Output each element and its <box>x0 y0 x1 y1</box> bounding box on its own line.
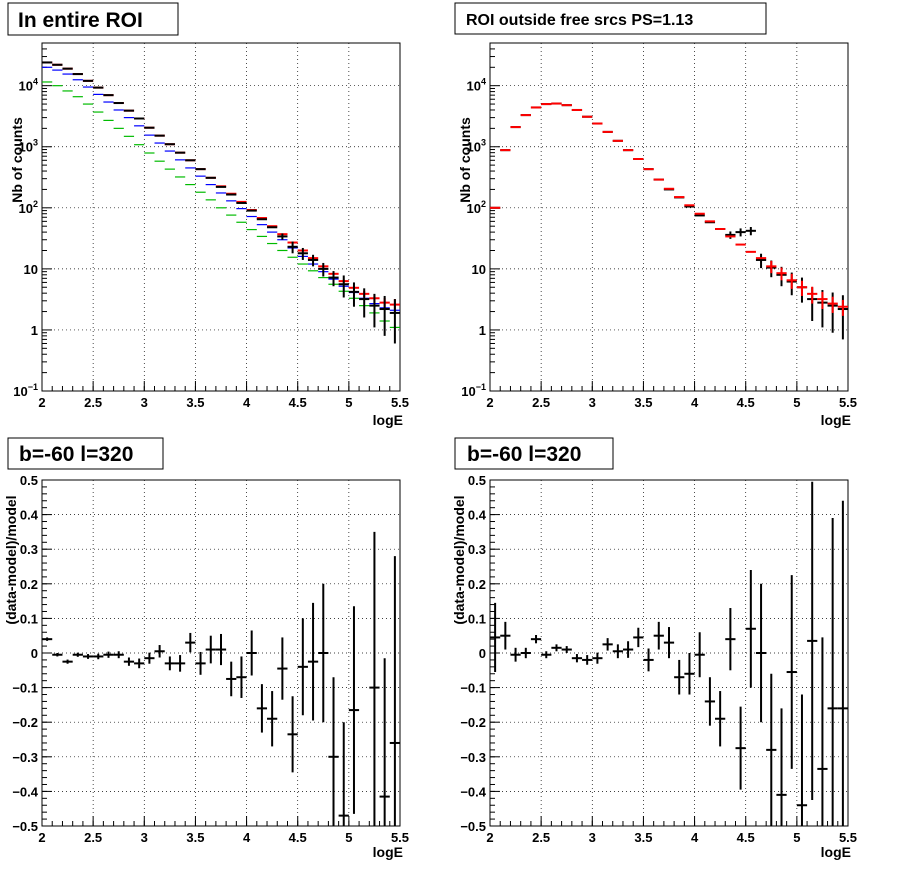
x-tick-label: 3.5 <box>186 395 204 410</box>
y-tick-label: 104 <box>467 77 486 94</box>
plot-area: 2 2.5 3 3.5 4 4.5 5 5.5 −0.5 −0.4 −0.3 −0.2 −0.1 0 0.1… <box>12 473 409 845</box>
x-tick-label: 4 <box>691 395 699 410</box>
y-tick-label: 1 <box>479 323 486 338</box>
y-tick-label: 0.4 <box>20 508 39 523</box>
y-tick-label: 10−1 <box>461 382 486 399</box>
x-tick-label: 3 <box>141 395 148 410</box>
x-axis-title: logE <box>373 844 403 860</box>
y-axis-title: Nb of counts <box>9 117 25 203</box>
panel-title: b=-60 l=320 <box>19 443 133 466</box>
y-tick-label: 0.5 <box>20 473 38 488</box>
x-tick-label: 2.5 <box>532 395 550 410</box>
y-tick-label: −0.1 <box>460 681 486 696</box>
x-tick-label: 5.5 <box>391 395 409 410</box>
title-box <box>7 2 179 36</box>
y-tick-label: −0.2 <box>12 715 38 730</box>
panel-title: ROI outside free srcs PS=1.13 <box>466 12 693 29</box>
y-tick-label: −0.5 <box>460 819 486 834</box>
y-tick-label: 0.3 <box>20 542 38 557</box>
x-axis-title: logE <box>821 844 851 860</box>
y-tick-label: 0.2 <box>20 577 38 592</box>
title-box <box>7 437 164 470</box>
x-tick-label: 4 <box>243 830 251 845</box>
x-tick-label: 3 <box>141 830 148 845</box>
x-tick-label: 2.5 <box>84 830 102 845</box>
x-axis-title: logE <box>821 412 851 428</box>
x-tick-label: 5 <box>345 395 352 410</box>
y-tick-label: 102 <box>19 199 38 216</box>
x-tick-label: 2 <box>486 830 493 845</box>
y-tick-label: 0.1 <box>468 611 486 626</box>
y-tick-label: 0.2 <box>468 577 486 592</box>
y-tick-label: 0.1 <box>20 611 38 626</box>
y-tick-label: 1 <box>31 323 38 338</box>
x-tick-label: 4.5 <box>289 830 307 845</box>
x-tick-label: 4 <box>691 830 699 845</box>
y-tick-label: 102 <box>467 199 486 216</box>
x-tick-label: 5 <box>793 830 800 845</box>
x-axis-title: logE <box>373 412 403 428</box>
data-series-3 <box>42 61 400 344</box>
x-tick-label: 2.5 <box>532 830 550 845</box>
x-tick-label: 5.5 <box>839 830 857 845</box>
panel-bottom-right: b=-60 l=320 2 2.5 3 3.5 4 4.5 5 5.5 −0.5 −0.4 −0.3… <box>451 437 857 860</box>
y-tick-label: −0.3 <box>12 750 38 765</box>
y-tick-label: −0.4 <box>460 784 486 799</box>
panel-top-right: ROI outside free srcs PS=1.13 2 2.5 3 3.5 4 4… <box>454 2 857 428</box>
y-axis-title: (data-model)/model <box>3 495 19 624</box>
y-axis-title: (data-model)/model <box>451 495 467 624</box>
x-tick-label: 4 <box>243 395 251 410</box>
y-tick-label: 0.3 <box>468 542 486 557</box>
panel-bottom-left: b=-60 l=320 2 2.5 3 3.5 4 4.5 5 5.5 −0.5 −0.4 −0.3… <box>3 437 409 860</box>
x-tick-label: 2 <box>38 830 45 845</box>
x-tick-label: 2.5 <box>84 395 102 410</box>
plot-area: 2 2.5 3 3.5 4 4.5 5 5.5 −0.5 −0.4 −0.3 −0.2 −0.1 0 0.1… <box>460 473 857 845</box>
x-tick-label: 3.5 <box>634 830 652 845</box>
data-series-0 <box>490 481 848 826</box>
x-tick-label: 4.5 <box>289 395 307 410</box>
x-tick-label: 5 <box>345 830 352 845</box>
x-tick-label: 2 <box>486 395 493 410</box>
x-tick-label: 5.5 <box>839 395 857 410</box>
y-tick-label: 10 <box>472 262 486 277</box>
y-tick-label: 0.5 <box>468 473 486 488</box>
y-tick-label: 103 <box>467 138 486 155</box>
title-box <box>454 2 767 35</box>
y-tick-label: 0 <box>31 646 38 661</box>
y-tick-label: −0.1 <box>12 681 38 696</box>
x-tick-label: 3 <box>589 830 596 845</box>
y-tick-label: −0.3 <box>460 750 486 765</box>
data-series-1 <box>490 102 848 316</box>
x-tick-label: 4.5 <box>737 830 755 845</box>
x-tick-label: 2 <box>38 395 45 410</box>
x-tick-label: 4.5 <box>737 395 755 410</box>
y-tick-label: −0.4 <box>12 784 38 799</box>
x-tick-label: 3 <box>589 395 596 410</box>
y-tick-label: 10−1 <box>13 382 38 399</box>
x-tick-label: 5.5 <box>391 830 409 845</box>
panel-title: In entire ROI <box>18 9 143 32</box>
y-tick-label: −0.5 <box>12 819 38 834</box>
plot-area: 2 2.5 3 3.5 4 4.5 5 5.5 10−1 1 10 102 103 104 <box>13 42 409 410</box>
panel-top-left: In entire ROI 2 2.5 3 3.5 4 4.5 5 5.5 10−1 1 10 102… <box>7 2 409 428</box>
y-tick-label: 10 <box>24 262 38 277</box>
data-series-2 <box>42 81 400 329</box>
x-tick-label: 5 <box>793 395 800 410</box>
title-box <box>454 437 614 470</box>
data-series-0 <box>42 531 400 826</box>
x-tick-label: 3.5 <box>634 395 652 410</box>
y-tick-label: 103 <box>19 138 38 155</box>
panel-title: b=-60 l=320 <box>467 443 581 466</box>
y-tick-label: 0.4 <box>468 508 487 523</box>
x-tick-label: 3.5 <box>186 830 204 845</box>
y-tick-label: −0.2 <box>460 715 486 730</box>
plot-area: 2 2.5 3 3.5 4 4.5 5 5.5 10−1 1 10 102 103 104 <box>461 42 857 410</box>
y-tick-label: 104 <box>19 77 38 94</box>
y-axis-title: Nb of counts <box>457 117 473 203</box>
y-tick-label: 0 <box>479 646 486 661</box>
data-series-1 <box>42 66 400 311</box>
